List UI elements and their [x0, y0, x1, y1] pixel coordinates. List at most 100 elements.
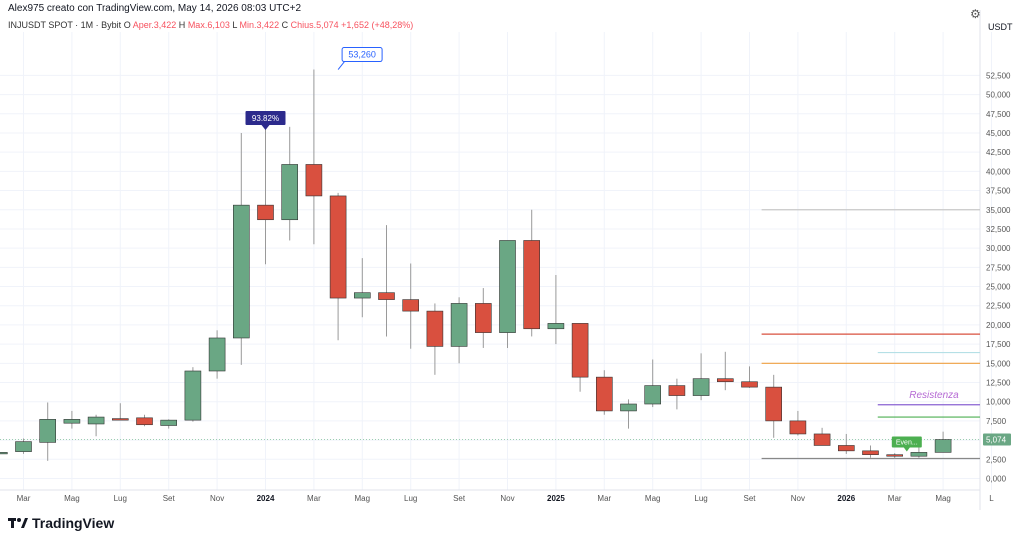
candle-body: [281, 164, 299, 221]
candle-body: [716, 378, 734, 383]
candle-body: [426, 310, 444, 347]
x-tick-label: Lug: [114, 494, 127, 503]
x-tick-label: Mar: [888, 494, 902, 503]
candle-body: [910, 452, 928, 457]
y-tick-label: 42,500: [986, 148, 1011, 157]
y-tick-label: 15,000: [986, 359, 1011, 368]
candle-body: [765, 386, 783, 422]
x-tick-label: 2026: [837, 494, 855, 503]
y-tick-label: 12,500: [986, 379, 1011, 388]
y-tick-label: 37,500: [986, 187, 1011, 196]
y-tick-label: 50,000: [986, 91, 1011, 100]
candle-body: [233, 204, 250, 339]
y-tick-label: 35,000: [986, 206, 1011, 215]
x-tick-label: Set: [453, 494, 466, 503]
candle-body: [474, 303, 492, 333]
x-tick-label: Lug: [404, 494, 417, 503]
candle-body: [789, 420, 807, 435]
candle-body: [862, 450, 879, 455]
currency-label: USDT: [988, 22, 1013, 32]
candle-body: [668, 385, 686, 396]
x-tick-label: Mag: [64, 494, 80, 503]
x-tick-label: 2025: [547, 494, 565, 503]
y-tick-label: 30,000: [986, 244, 1011, 253]
peak-callout-label: 53,260: [348, 50, 376, 60]
x-tick-label: Set: [743, 494, 756, 503]
x-tick-label: 2024: [257, 494, 275, 503]
x-tick-label: Nov: [500, 494, 514, 503]
y-tick-label: 0,000: [986, 474, 1007, 483]
high-label: H: [178, 20, 186, 30]
y-tick-label: 47,500: [986, 110, 1011, 119]
small-callout-pointer: [903, 447, 910, 452]
candle-body: [136, 417, 153, 426]
small-callout-label: Even...: [896, 439, 918, 446]
candle-body: [450, 303, 468, 347]
x-tick-label: Mar: [597, 494, 611, 503]
y-tick-label: 22,500: [986, 302, 1011, 311]
candle-body: [0, 452, 8, 455]
y-tick-label: 10,000: [986, 398, 1011, 407]
candle-body: [523, 240, 541, 330]
candle-body: [692, 378, 710, 396]
x-tick-label: Nov: [210, 494, 224, 503]
candle-body: [112, 418, 129, 421]
y-tick-label: 25,000: [986, 283, 1011, 292]
gear-icon[interactable]: ⚙: [970, 7, 981, 21]
candle-body: [741, 381, 758, 388]
candle-body: [257, 204, 274, 221]
candle-body: [87, 416, 105, 425]
close-value: Chius.5,074: [290, 20, 339, 30]
y-tick-label: 17,500: [986, 340, 1011, 349]
y-tick-label: 27,500: [986, 263, 1011, 272]
candle-body: [402, 299, 420, 312]
candle-body: [184, 370, 202, 421]
candle-body: [329, 195, 347, 299]
candle-body: [595, 376, 613, 412]
low-label: L: [232, 20, 238, 30]
y-tick-label: 32,500: [986, 225, 1011, 234]
candle-body: [571, 323, 589, 378]
candle-body: [837, 445, 855, 452]
current-price-label: 5,074: [986, 436, 1007, 445]
x-tick-label: Mag: [935, 494, 951, 503]
candle-body: [499, 240, 516, 333]
y-tick-label: 2,500: [986, 455, 1007, 464]
tradingview-footer: TradingView: [8, 515, 114, 531]
change-value: +1,652 (+48,28%): [341, 20, 414, 30]
chart-header-title: Alex975 creato con TradingView.com, May …: [8, 3, 302, 14]
x-tick-label: L: [989, 494, 994, 503]
candle-body: [15, 441, 32, 452]
small-callout-box: [891, 436, 922, 448]
y-tick-label: 40,000: [986, 167, 1011, 176]
current-price-tag: [983, 433, 1011, 446]
x-tick-label: Nov: [791, 494, 805, 503]
tradingview-brand: TradingView: [32, 515, 115, 531]
candle-body: [353, 292, 371, 299]
close-label: C: [281, 20, 289, 30]
x-tick-label: Set: [163, 494, 176, 503]
candle-body: [813, 433, 831, 446]
resistance-label: Resistenza: [909, 390, 959, 401]
candle-body: [39, 419, 57, 443]
y-tick-label: 20,000: [986, 321, 1011, 330]
y-tick-label: 7,500: [986, 417, 1007, 426]
y-tick-label: 52,500: [986, 71, 1011, 80]
x-tick-label: Mar: [307, 494, 321, 503]
y-tick-label: 45,000: [986, 129, 1011, 138]
ohlc-info-line: INJUSDT SPOT · 1M · Bybit O Aper.3,422 H…: [8, 20, 413, 30]
open-value: Aper.3,422: [132, 20, 177, 30]
pct-callout-box: [245, 110, 286, 125]
candle-body: [934, 439, 952, 453]
symbol-label: INJUSDT SPOT · 1M · Bybit: [8, 20, 122, 30]
low-value: Min.3,422: [239, 20, 280, 30]
high-value: Max.6,103: [187, 20, 230, 30]
candle-body: [886, 454, 904, 457]
x-tick-label: Mag: [645, 494, 661, 503]
candle-body: [547, 323, 565, 330]
pct-callout-label: 93.82%: [252, 114, 279, 123]
pct-callout-pointer: [261, 124, 270, 130]
candle-body: [378, 292, 395, 300]
peak-callout-box: [341, 47, 383, 63]
